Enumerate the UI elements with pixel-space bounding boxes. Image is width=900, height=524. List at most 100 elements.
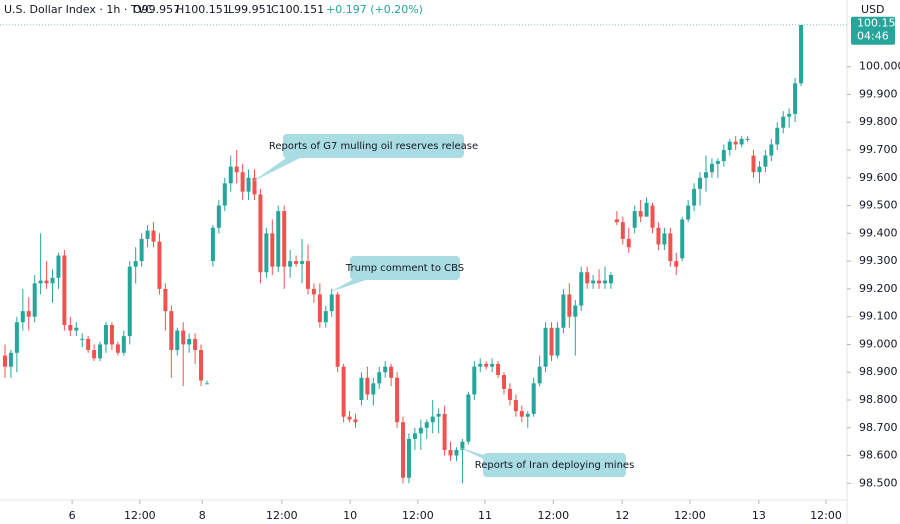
- callout-text: Reports of Iran deploying mines: [475, 460, 635, 471]
- candle-body: [555, 327, 560, 356]
- y-tick-label: 99.300: [859, 254, 898, 267]
- price-tag-value: 100.151: [857, 17, 900, 30]
- candle-body: [228, 166, 233, 184]
- x-tick-label: 12:00: [810, 509, 842, 522]
- candle-body: [92, 350, 97, 359]
- candle-body: [799, 25, 804, 84]
- candle-body: [151, 230, 156, 242]
- candle-body: [591, 280, 596, 284]
- candle-body: [341, 366, 346, 417]
- candle-body: [597, 280, 602, 284]
- x-tick-label: 12: [615, 509, 629, 522]
- candle-body: [632, 211, 637, 228]
- callout-box: [350, 256, 460, 280]
- candle-body: [264, 233, 269, 273]
- candle-body: [14, 322, 19, 353]
- callout-text: Trump comment to CBS: [345, 263, 464, 274]
- candle-body: [585, 272, 590, 284]
- candle-body: [496, 363, 501, 375]
- candle-body: [680, 219, 685, 259]
- candle-body: [709, 163, 714, 173]
- candle-body: [614, 219, 619, 223]
- candle-body: [80, 338, 85, 340]
- candle-body: [270, 233, 275, 267]
- candle-body: [686, 205, 691, 220]
- candle-body: [169, 311, 174, 350]
- candle-body: [115, 344, 120, 353]
- candle-body: [781, 116, 786, 128]
- candle-body: [531, 383, 536, 414]
- x-tick-label: 13: [752, 509, 766, 522]
- candle-body: [502, 375, 507, 389]
- candle-body: [401, 422, 406, 478]
- candle-body: [323, 311, 328, 323]
- candle-body: [543, 327, 548, 367]
- callout-pointer: [252, 158, 300, 182]
- candle-body: [98, 344, 103, 359]
- y-tick-label: 99.600: [859, 171, 898, 184]
- candle-body: [715, 161, 720, 164]
- x-tick-label: 10: [343, 509, 357, 522]
- candle-body: [335, 294, 340, 367]
- x-tick-label: 12:00: [124, 509, 156, 522]
- candle-body: [234, 166, 239, 173]
- candle-body: [674, 261, 679, 267]
- candle-body: [579, 272, 584, 306]
- candle-body: [430, 416, 435, 423]
- candle-body: [311, 288, 316, 295]
- candle-body: [478, 363, 483, 367]
- candle-body: [668, 233, 673, 262]
- candle-body: [383, 366, 388, 373]
- candle-body: [769, 144, 774, 156]
- candle-body: [359, 377, 364, 400]
- y-tick-label: 99.400: [859, 226, 898, 239]
- callout-box: [483, 453, 626, 477]
- candle-body: [365, 377, 370, 395]
- candle-body: [282, 211, 287, 267]
- candle-body: [424, 422, 429, 428]
- candle-body: [436, 413, 441, 417]
- candle-body: [294, 261, 299, 264]
- candle-body: [62, 255, 67, 325]
- candle-body: [288, 261, 293, 267]
- candle-body: [193, 338, 198, 350]
- candle-body: [698, 177, 703, 189]
- candle-body: [38, 280, 43, 284]
- candle-body: [204, 383, 209, 385]
- candle-body: [240, 172, 245, 192]
- candle-body: [181, 330, 186, 345]
- candle-body: [50, 277, 55, 284]
- candle-body: [721, 150, 726, 162]
- x-tick-label: 12:00: [402, 509, 434, 522]
- candle-body: [276, 211, 281, 267]
- candle-body: [638, 211, 643, 217]
- candle-body: [258, 194, 263, 273]
- y-tick-label: 99.500: [859, 199, 898, 212]
- candle-body: [353, 419, 358, 423]
- currency[interactable]: USD: [861, 3, 885, 16]
- price-tag: [851, 16, 895, 45]
- candle-body: [626, 238, 631, 248]
- candle-body: [163, 288, 168, 312]
- candle-body: [602, 280, 607, 284]
- candle-body: [763, 155, 768, 167]
- callout-box: [283, 134, 464, 158]
- x-tick-label: 6: [69, 509, 76, 522]
- candle-body: [650, 205, 655, 228]
- candle-body: [692, 188, 697, 206]
- candle-body: [86, 338, 91, 350]
- candle-body: [561, 294, 566, 328]
- candle-body: [567, 294, 572, 317]
- y-tick-label: 98.500: [859, 476, 898, 489]
- candle-body: [222, 183, 227, 206]
- candle-body: [745, 138, 750, 140]
- candle-body: [519, 411, 524, 417]
- candle-body: [2, 355, 7, 367]
- candle-body: [44, 280, 49, 284]
- candle-body: [757, 166, 762, 173]
- candle-body: [466, 394, 471, 442]
- callout-text: Reports of G7 mulling oil reserves relea…: [269, 141, 478, 152]
- y-tick-label: 99.800: [859, 115, 898, 128]
- y-tick-label: 98.600: [859, 449, 898, 462]
